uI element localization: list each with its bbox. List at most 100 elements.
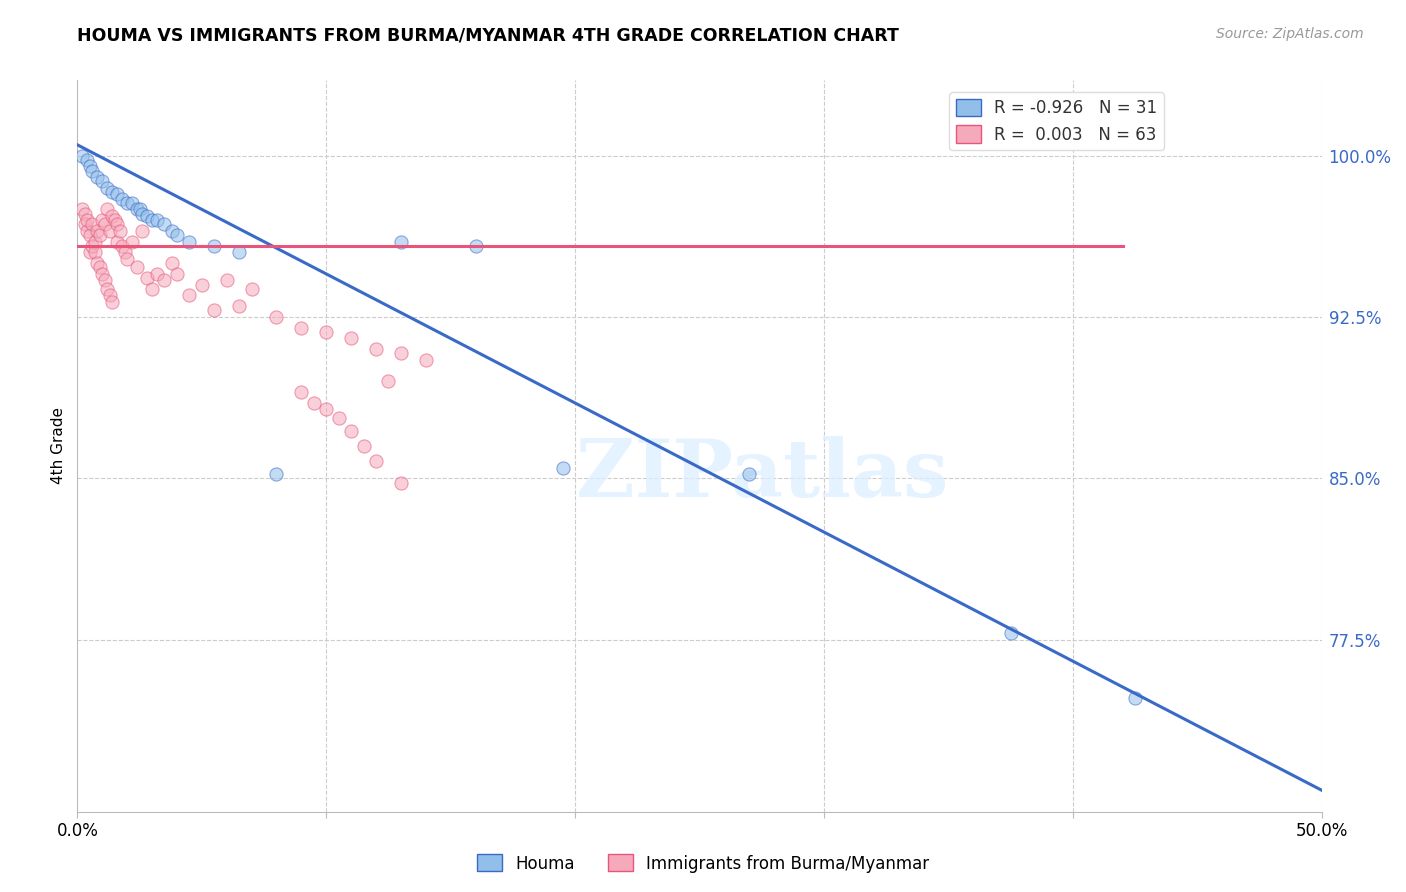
Point <box>202 239 225 253</box>
Point <box>89 260 111 275</box>
Point <box>101 209 124 223</box>
Point <box>160 224 183 238</box>
Point <box>240 282 263 296</box>
Point <box>73 207 96 221</box>
Point <box>131 224 153 238</box>
Point <box>738 467 761 481</box>
Point <box>121 235 143 249</box>
Point <box>302 396 325 410</box>
Point <box>125 260 148 275</box>
Text: HOUMA VS IMMIGRANTS FROM BURMA/MYANMAR 4TH GRADE CORRELATION CHART: HOUMA VS IMMIGRANTS FROM BURMA/MYANMAR 4… <box>77 27 900 45</box>
Point <box>179 288 201 302</box>
Point <box>96 282 118 296</box>
Point <box>340 424 363 438</box>
Point <box>153 273 176 287</box>
Point <box>76 153 98 167</box>
Point <box>389 475 412 490</box>
Point <box>98 288 121 302</box>
Point <box>111 239 134 253</box>
Point <box>328 411 350 425</box>
Point <box>153 218 176 232</box>
Point <box>96 202 118 217</box>
Point <box>105 218 128 232</box>
Point <box>72 202 94 217</box>
Point <box>125 202 148 217</box>
Point <box>364 454 387 468</box>
Point <box>73 218 96 232</box>
Point <box>377 375 399 389</box>
Point <box>96 181 118 195</box>
Point <box>115 252 138 266</box>
Point <box>105 235 128 249</box>
Point <box>290 385 312 400</box>
Point <box>83 245 105 260</box>
Point <box>83 235 105 249</box>
Point <box>91 213 114 227</box>
Point <box>76 213 98 227</box>
Point <box>93 273 115 287</box>
Point <box>266 467 288 481</box>
Point <box>141 282 163 296</box>
Point <box>79 159 101 173</box>
Point <box>82 163 104 178</box>
Point <box>136 209 159 223</box>
Point <box>82 218 104 232</box>
Point <box>228 299 250 313</box>
Point <box>340 331 363 345</box>
Point <box>1123 690 1146 705</box>
Point <box>415 353 437 368</box>
Point <box>202 303 225 318</box>
Text: ZIPatlas: ZIPatlas <box>575 436 948 515</box>
Point <box>146 267 169 281</box>
Point <box>89 228 111 243</box>
Point <box>166 267 188 281</box>
Point <box>160 256 183 270</box>
Point <box>131 207 153 221</box>
Point <box>79 245 101 260</box>
Point <box>179 235 201 249</box>
Point <box>464 239 486 253</box>
Point <box>101 185 124 199</box>
Point <box>93 218 115 232</box>
Point <box>315 325 337 339</box>
Point <box>82 239 104 253</box>
Point <box>104 213 127 227</box>
Point <box>128 202 150 217</box>
Point <box>108 224 131 238</box>
Point <box>98 224 121 238</box>
Point <box>215 273 238 287</box>
Point <box>76 224 98 238</box>
Point <box>72 148 94 162</box>
Point <box>166 228 188 243</box>
Point <box>114 245 136 260</box>
Point <box>86 170 108 185</box>
Text: Source: ZipAtlas.com: Source: ZipAtlas.com <box>1216 27 1364 41</box>
Point <box>389 235 412 249</box>
Point <box>115 195 138 210</box>
Point <box>105 187 128 202</box>
Point <box>551 460 574 475</box>
Point <box>389 346 412 360</box>
Point <box>101 294 124 309</box>
Point <box>91 267 114 281</box>
Point <box>121 195 143 210</box>
Point <box>86 256 108 270</box>
Legend: Houma, Immigrants from Burma/Myanmar: Houma, Immigrants from Burma/Myanmar <box>470 847 936 880</box>
Y-axis label: 4th Grade: 4th Grade <box>51 408 66 484</box>
Point <box>136 271 159 285</box>
Point <box>290 320 312 334</box>
Point <box>315 402 337 417</box>
Point <box>1000 626 1022 640</box>
Point <box>79 228 101 243</box>
Point <box>111 192 134 206</box>
Point <box>191 277 214 292</box>
Point <box>228 245 250 260</box>
Point <box>146 213 169 227</box>
Point <box>364 342 387 356</box>
Point <box>266 310 288 324</box>
Point <box>86 224 108 238</box>
Point <box>141 213 163 227</box>
Point <box>91 174 114 188</box>
Legend: R = -0.926   N = 31, R =  0.003   N = 63: R = -0.926 N = 31, R = 0.003 N = 63 <box>949 92 1164 150</box>
Point <box>353 439 375 453</box>
